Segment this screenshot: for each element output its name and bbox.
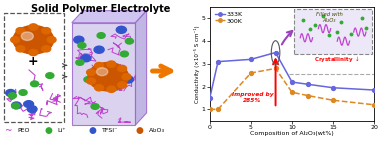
Circle shape bbox=[29, 24, 38, 30]
Text: PEO: PEO bbox=[17, 128, 30, 133]
Text: Filled with
Al₂O₃: Filled with Al₂O₃ bbox=[316, 12, 342, 23]
Circle shape bbox=[116, 26, 126, 33]
Circle shape bbox=[118, 82, 127, 88]
Text: Crystallinity $\downarrow$: Crystallinity $\downarrow$ bbox=[314, 54, 360, 64]
Circle shape bbox=[88, 62, 129, 91]
Circle shape bbox=[87, 69, 96, 75]
Circle shape bbox=[107, 61, 116, 67]
Text: +: + bbox=[28, 55, 39, 68]
Circle shape bbox=[94, 62, 104, 69]
Text: ●: ● bbox=[45, 126, 53, 135]
FancyBboxPatch shape bbox=[294, 9, 372, 54]
Circle shape bbox=[16, 28, 25, 34]
Text: ●: ● bbox=[135, 126, 143, 135]
Circle shape bbox=[29, 49, 38, 56]
Circle shape bbox=[47, 37, 56, 43]
Circle shape bbox=[120, 51, 129, 57]
Circle shape bbox=[74, 36, 84, 43]
Circle shape bbox=[84, 77, 92, 82]
Text: TFSI⁻: TFSI⁻ bbox=[102, 128, 118, 133]
Circle shape bbox=[46, 73, 54, 78]
Circle shape bbox=[123, 76, 133, 83]
Text: ~: ~ bbox=[4, 126, 12, 135]
Circle shape bbox=[97, 33, 105, 38]
Circle shape bbox=[94, 85, 104, 91]
Circle shape bbox=[109, 85, 117, 91]
Circle shape bbox=[11, 37, 20, 43]
Polygon shape bbox=[135, 11, 147, 125]
Circle shape bbox=[122, 74, 131, 80]
Circle shape bbox=[12, 102, 21, 109]
Circle shape bbox=[12, 103, 20, 109]
Circle shape bbox=[87, 78, 96, 84]
Circle shape bbox=[21, 32, 33, 40]
Y-axis label: Conductivity (×10⁻⁵ S cm⁻¹): Conductivity (×10⁻⁵ S cm⁻¹) bbox=[194, 25, 200, 103]
Circle shape bbox=[118, 65, 127, 72]
Circle shape bbox=[27, 106, 37, 113]
Legend: 333K, 300K: 333K, 300K bbox=[215, 11, 243, 24]
Polygon shape bbox=[72, 23, 135, 125]
Circle shape bbox=[91, 104, 99, 109]
Circle shape bbox=[94, 46, 104, 53]
Text: Improved by
285%: Improved by 285% bbox=[232, 92, 273, 103]
X-axis label: Composition of Al₂O₃(wt%): Composition of Al₂O₃(wt%) bbox=[250, 131, 334, 136]
Circle shape bbox=[42, 46, 51, 52]
Text: ●: ● bbox=[89, 126, 97, 135]
Circle shape bbox=[78, 43, 86, 48]
Circle shape bbox=[107, 67, 117, 75]
Circle shape bbox=[125, 38, 133, 44]
Circle shape bbox=[24, 101, 34, 107]
Text: Solid Polymer Electrolyte: Solid Polymer Electrolyte bbox=[31, 4, 171, 14]
Circle shape bbox=[16, 46, 25, 52]
Text: Li⁺: Li⁺ bbox=[57, 128, 66, 133]
Circle shape bbox=[107, 86, 116, 92]
Circle shape bbox=[31, 81, 39, 87]
Circle shape bbox=[42, 28, 51, 34]
Circle shape bbox=[19, 90, 27, 95]
Circle shape bbox=[13, 26, 54, 54]
Circle shape bbox=[81, 55, 91, 62]
Text: Al₂O₃: Al₂O₃ bbox=[149, 128, 165, 133]
Circle shape bbox=[8, 93, 17, 98]
Circle shape bbox=[96, 68, 108, 76]
FancyBboxPatch shape bbox=[4, 13, 64, 122]
Polygon shape bbox=[72, 11, 147, 23]
Circle shape bbox=[6, 89, 15, 96]
Circle shape bbox=[76, 60, 84, 65]
